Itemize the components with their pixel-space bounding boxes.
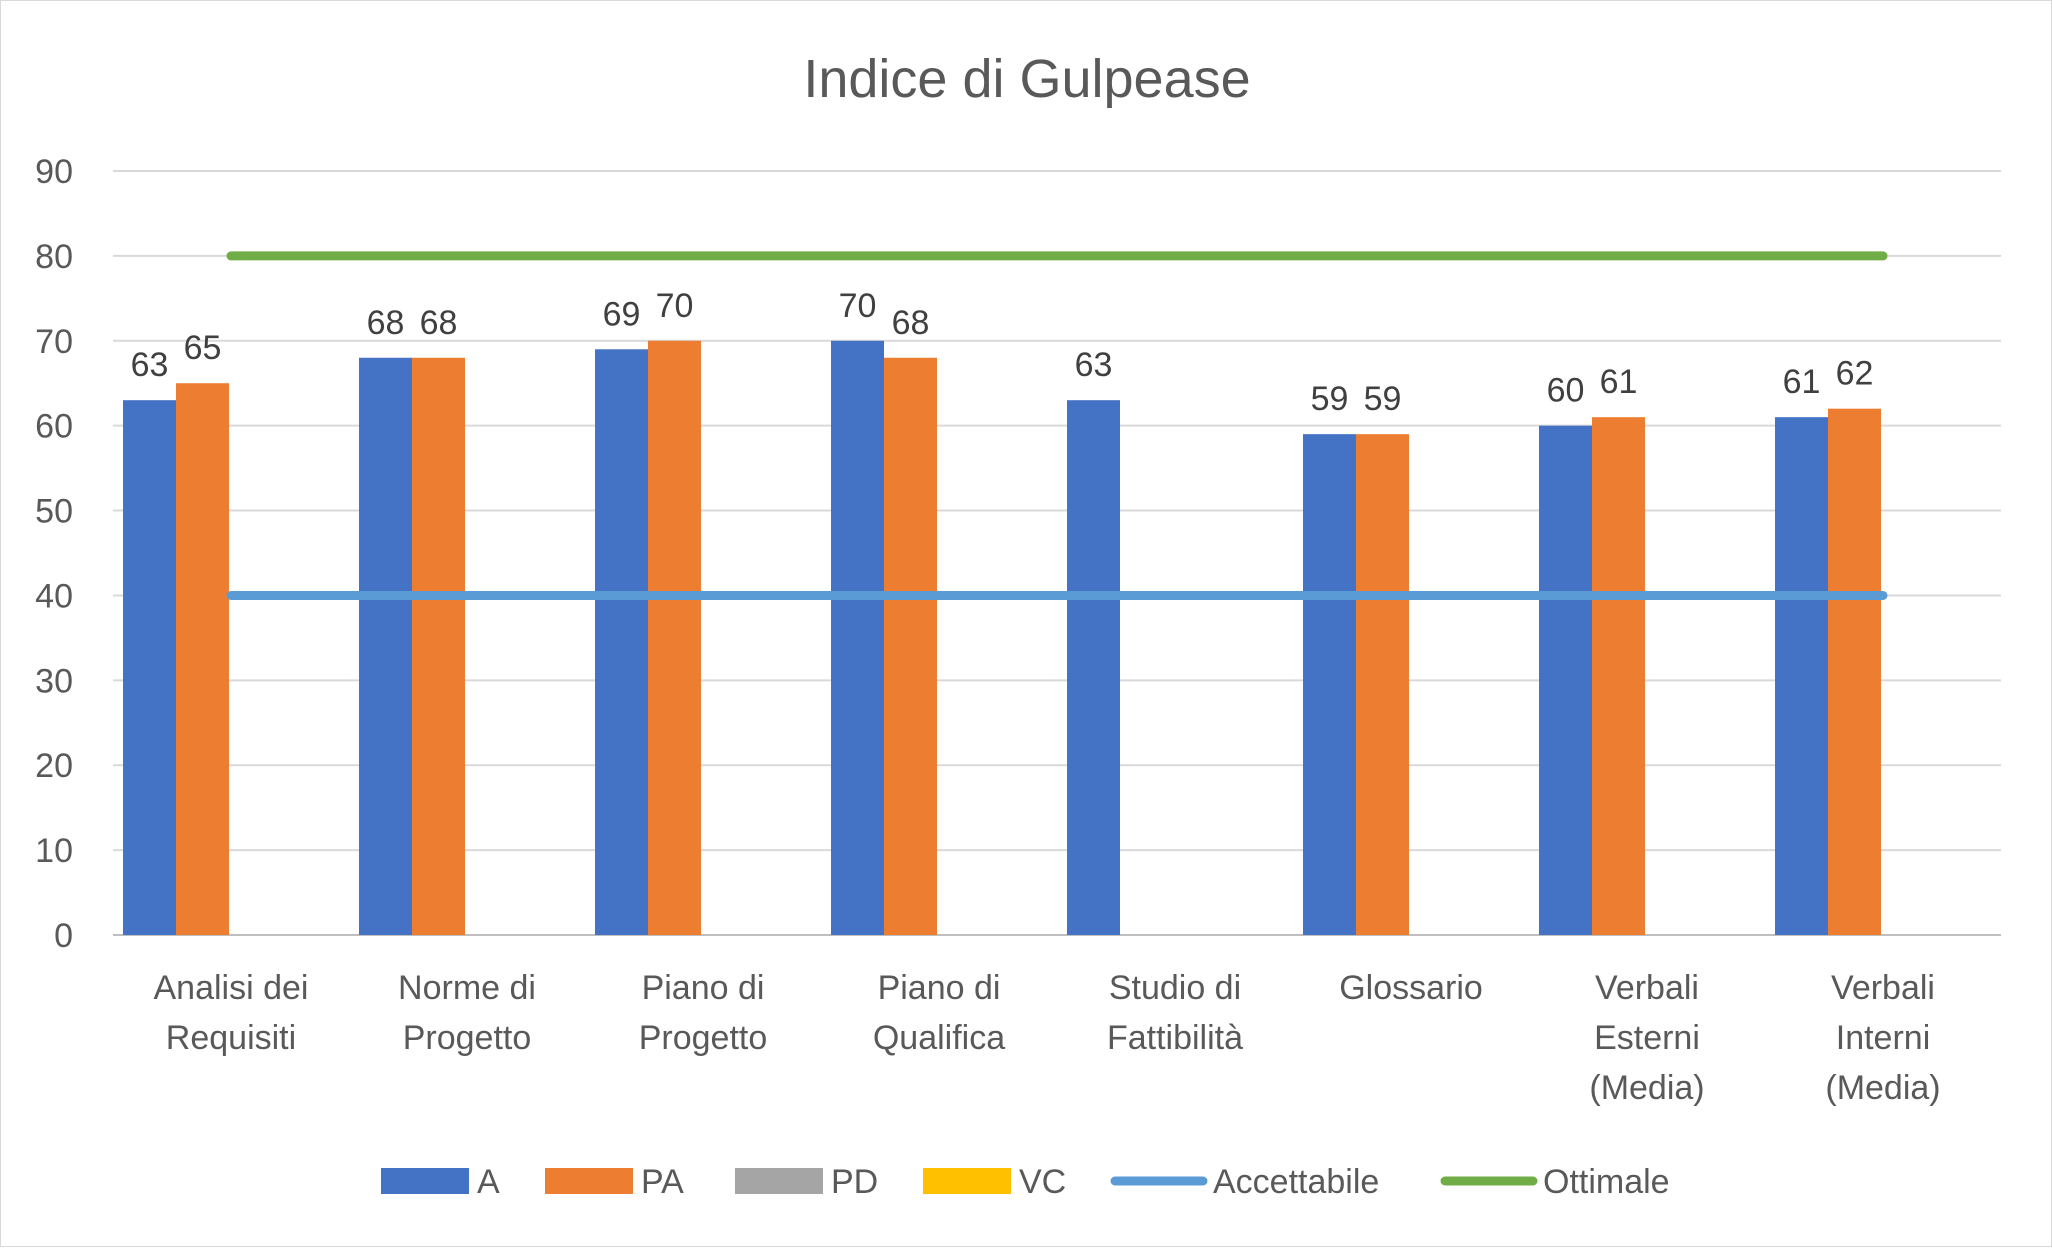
bar-pa [1356,434,1409,935]
data-label: 65 [184,329,222,367]
legend-label: VC [1019,1163,1066,1201]
y-tick-label: 50 [35,493,73,531]
bar-pa [1828,408,1881,935]
x-category-label: Fattibilità [1107,1019,1243,1057]
data-label: 68 [420,304,458,342]
x-category-label: Requisiti [166,1019,296,1057]
y-tick-label: 10 [35,832,73,870]
x-category-label: Esterni [1594,1019,1700,1057]
x-category-label: (Media) [1589,1069,1704,1107]
reference-lines [226,251,1888,600]
data-labels: 63 65 68 68 69 70 70 68 63 59 59 60 61 61 62 [131,287,1874,418]
y-axis-ticks: 0 10 20 30 40 50 60 70 80 90 [35,153,73,955]
bar-a [359,357,412,935]
bar-pa [648,340,701,935]
x-category-label: Studio di [1109,969,1241,1007]
y-tick-label: 70 [35,323,73,361]
bar-a [1303,434,1356,935]
data-label: 61 [1783,363,1821,401]
chart-title: Indice di Gulpease [803,49,1250,109]
data-label: 63 [131,346,169,384]
y-tick-label: 20 [35,747,73,785]
x-axis-categories: Analisi dei Requisiti Norme di Progetto Pian… [154,969,1941,1107]
bar-a [595,349,648,935]
x-category-label: Progetto [639,1019,768,1057]
data-label: 68 [892,304,930,342]
data-label: 70 [839,287,877,325]
bar-pa [884,357,937,935]
y-tick-label: 40 [35,577,73,615]
bar-a [1539,425,1592,935]
bar-a [831,340,884,935]
x-category-label: (Media) [1825,1069,1940,1107]
y-tick-label: 0 [54,917,73,955]
legend-swatch-vc [923,1168,1011,1194]
bar-a [1067,400,1120,935]
data-label: 63 [1075,346,1113,384]
legend-swatch-pa [545,1168,633,1194]
data-label: 62 [1836,355,1874,393]
legend: A PA PD VC Accettabile Ottimale [381,1163,1670,1201]
y-tick-label: 60 [35,408,73,446]
bar-a [123,400,176,935]
x-category-label: Piano di [878,969,1001,1007]
x-category-label: Qualifica [873,1019,1005,1057]
y-tick-label: 30 [35,662,73,700]
legend-swatch-a [381,1168,469,1194]
legend-label: Ottimale [1543,1163,1670,1201]
bars [123,340,1881,936]
x-category-label: Verbali [1831,969,1935,1007]
legend-label: PA [641,1163,684,1201]
legend-label: A [477,1163,500,1201]
y-tick-label: 90 [35,153,73,191]
x-category-label: Piano di [642,969,765,1007]
bar-pa [412,357,465,935]
x-category-label: Verbali [1595,969,1699,1007]
data-label: 70 [656,287,694,325]
data-label: 60 [1547,372,1585,410]
x-category-label: Interni [1836,1019,1931,1057]
bar-a [1775,417,1828,936]
x-category-label: Progetto [403,1019,532,1057]
bar-pa [176,383,229,935]
data-label: 68 [367,304,405,342]
legend-label: Accettabile [1213,1163,1379,1201]
y-tick-label: 80 [35,238,73,276]
legend-swatch-pd [735,1168,823,1194]
bar-pa [1592,417,1645,936]
x-category-label: Glossario [1339,969,1483,1007]
data-label: 59 [1311,380,1349,418]
data-label: 59 [1364,380,1402,418]
data-label: 61 [1600,363,1638,401]
data-label: 69 [603,295,641,333]
legend-label: PD [831,1163,878,1201]
x-category-label: Norme di [398,969,536,1007]
x-category-label: Analisi dei [154,969,309,1007]
